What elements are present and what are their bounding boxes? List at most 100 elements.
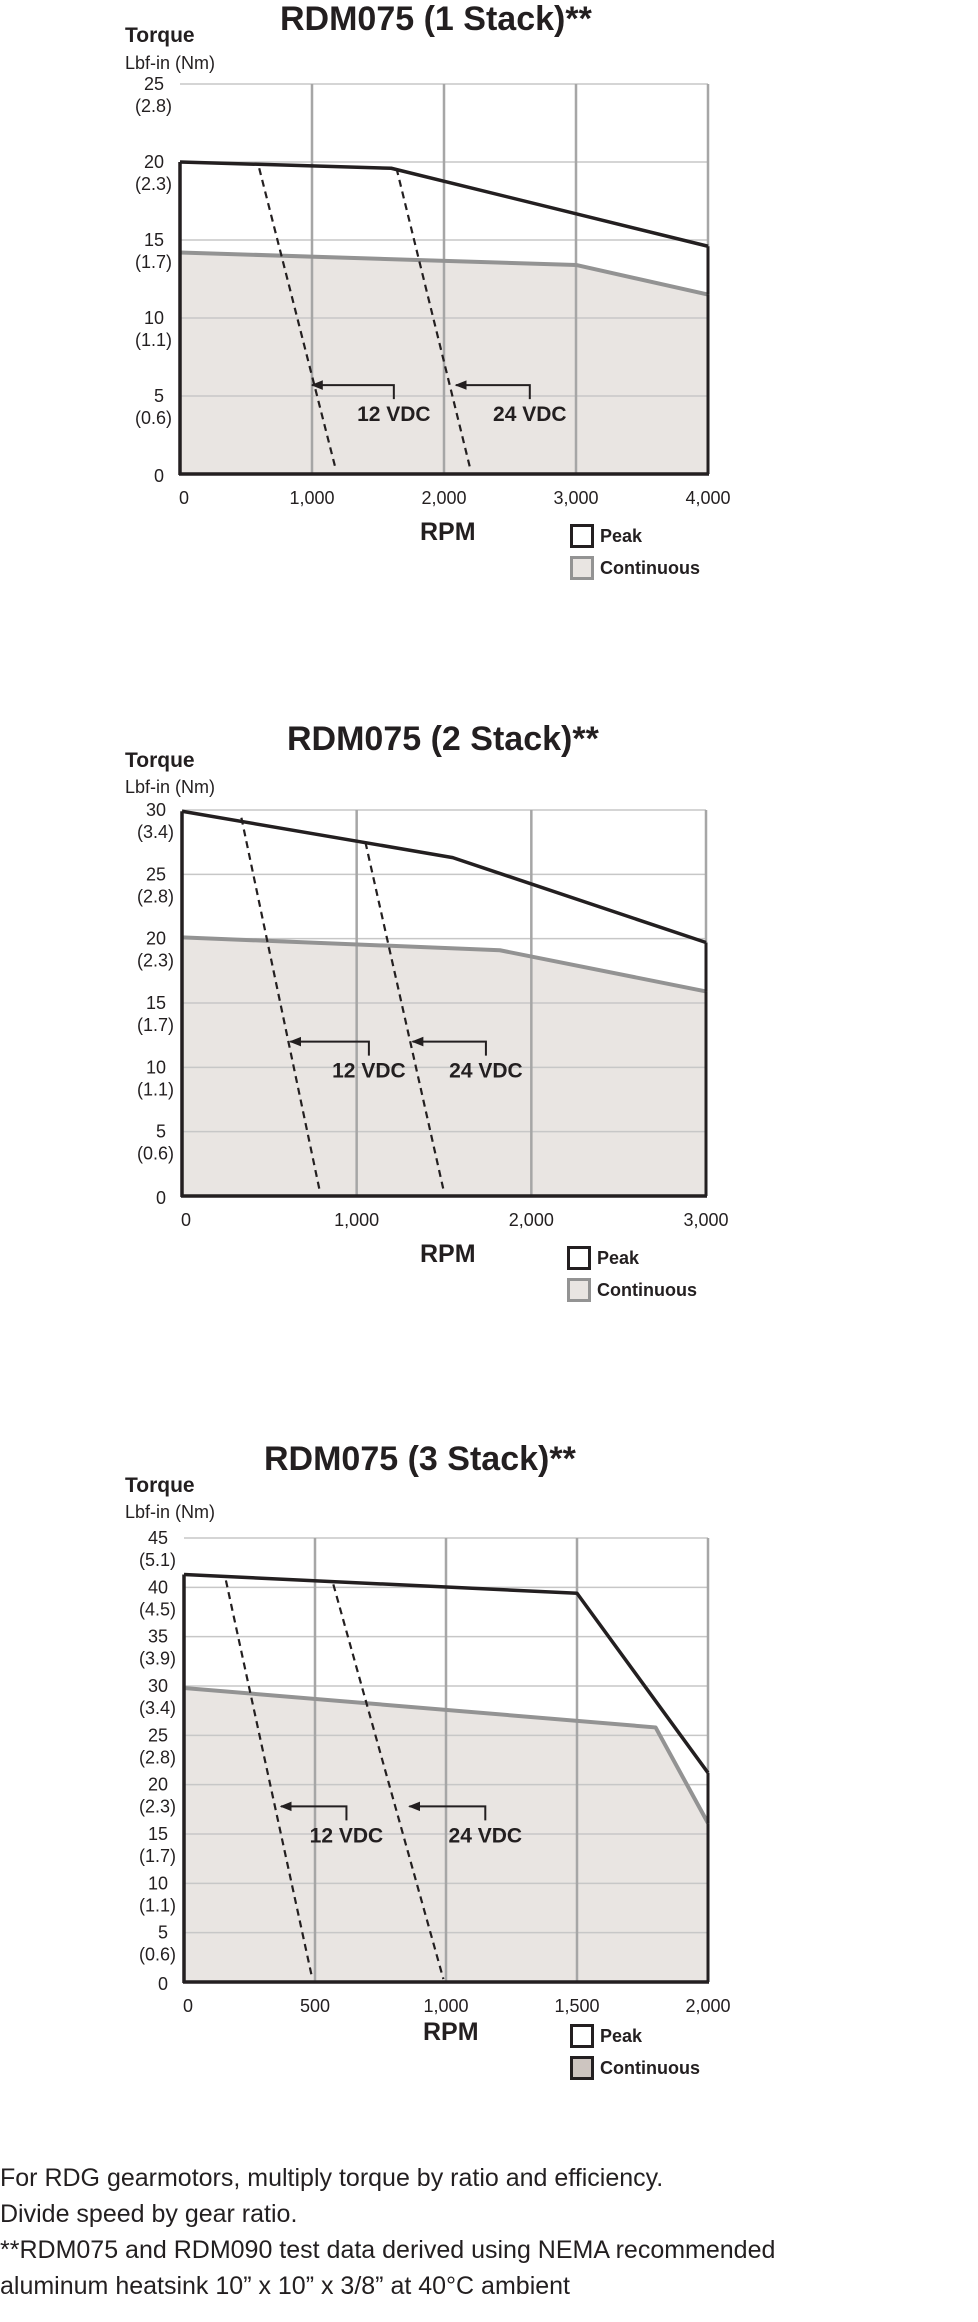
y-tick-sublabel: (2.8) (135, 96, 172, 116)
y-tick-sublabel: (1.7) (139, 1846, 176, 1866)
chart-rdm075-3-stack: RDM075 (3 Stack)** Torque Lbf-in (Nm) 12… (0, 1440, 978, 2090)
chart-plot: 12 VDC 24 VDC 0 5(0.6) 10(1.1) 15(1.7) 20(2.3)… (139, 1528, 731, 2016)
x-tick-label: 3,000 (683, 1210, 728, 1230)
legend-peak: Peak (570, 524, 642, 548)
y-tick-label: 15 (148, 1824, 168, 1844)
y-tick-label: 15 (146, 993, 166, 1013)
x-tick-label: 500 (300, 1996, 330, 2016)
voltage-dashed-line (332, 1584, 445, 1980)
y-tick-label: 0 (154, 466, 164, 486)
y-tick-label: 0 (158, 1974, 168, 1994)
legend-peak: Peak (567, 1246, 639, 1270)
y-tick-label: 10 (146, 1057, 166, 1077)
footnotes: For RDG gearmotors, multiply torque by r… (0, 2160, 775, 2304)
x-tick-label: 1,500 (554, 1996, 599, 2016)
voltage-label: 12 VDC (310, 1824, 384, 1847)
y-tick-label: 30 (146, 800, 166, 820)
legend-peak-swatch (567, 1246, 591, 1270)
y-tick-sublabel: (0.6) (137, 1144, 174, 1164)
y-tick-label: 20 (148, 1775, 168, 1795)
legend-continuous: Continuous (570, 556, 700, 580)
y-tick-sublabel: (3.4) (139, 1698, 176, 1718)
y-tick-label: 5 (158, 1923, 168, 1943)
legend-continuous-label: Continuous (597, 1279, 697, 1300)
x-tick-label: 0 (181, 1210, 191, 1230)
voltage-dashed-line (258, 167, 337, 470)
x-tick-label: 0 (179, 488, 189, 508)
voltage-arrow (289, 1036, 370, 1056)
x-tick-label: 1,000 (423, 1996, 468, 2016)
y-tick-label: 15 (144, 230, 164, 250)
chart-title: RDM075 (3 Stack)** (264, 1440, 576, 1478)
y-tick-label: 25 (144, 74, 164, 94)
x-tick-label: 1,000 (289, 488, 334, 508)
y-tick-sublabel: (3.4) (137, 822, 174, 842)
voltage-label: 24 VDC (493, 403, 567, 426)
y-tick-sublabel: (1.1) (139, 1895, 176, 1915)
legend-peak-swatch (570, 2024, 594, 2048)
x-tick-label: 1,000 (334, 1210, 379, 1230)
y-tick-label: 20 (146, 929, 166, 949)
y-tick-sublabel: (1.7) (137, 1015, 174, 1035)
voltage-arrow (411, 1036, 487, 1056)
voltage-label: 12 VDC (357, 403, 431, 426)
y-tick-sublabel: (2.3) (137, 951, 174, 971)
y-tick-sublabel: (2.3) (139, 1797, 176, 1817)
voltage-label: 12 VDC (332, 1060, 406, 1083)
y-axis-label: Torque (125, 1474, 195, 1497)
y-tick-sublabel: (1.1) (135, 330, 172, 350)
x-tick-label: 3,000 (553, 488, 598, 508)
footnote-line: **RDM075 and RDM090 test data derived us… (0, 2236, 776, 2264)
chart-plot: 12 VDC 24 VDC 0 5(0.6) 10(1.1) 15(1.7) 20(2.3)… (135, 74, 731, 508)
x-axis-label: RPM (420, 518, 476, 546)
y-tick-sublabel: (5.1) (139, 1550, 176, 1570)
x-tick-label: 0 (183, 1996, 193, 2016)
voltage-label: 24 VDC (449, 1060, 523, 1083)
y-tick-label: 35 (148, 1627, 168, 1647)
x-tick-label: 2,000 (421, 488, 466, 508)
continuous-line (181, 935, 707, 994)
chart-title: RDM075 (1 Stack)** (280, 0, 592, 38)
y-tick-sublabel: (2.3) (135, 174, 172, 194)
voltage-dashed-line (395, 167, 472, 470)
voltage-arrow (310, 380, 395, 400)
y-tick-label: 25 (148, 1725, 168, 1745)
voltage-dashed-line (224, 1580, 314, 1980)
y-axis-label: Torque (125, 24, 195, 47)
voltage-arrow (279, 1801, 348, 1821)
y-tick-sublabel: (1.7) (135, 252, 172, 272)
y-tick-sublabel: (2.8) (139, 1747, 176, 1767)
x-tick-label: 2,000 (685, 1996, 730, 2016)
chart-rdm075-1-stack: RDM075 (1 Stack)** Torque Lbf-in (Nm) 12… (0, 0, 978, 640)
legend-continuous: Continuous (567, 1278, 697, 1302)
legend-continuous-swatch (570, 2056, 594, 2080)
legend-peak-label: Peak (600, 525, 643, 546)
x-tick-label: 4,000 (685, 488, 730, 508)
x-axis-label: RPM (423, 2018, 479, 2046)
footnote-line: aluminum heatsink 10” x 10” x 3/8” at 40… (0, 2272, 570, 2300)
legend-peak-swatch (570, 524, 594, 548)
footnote-line: Divide speed by gear ratio. (0, 2200, 298, 2228)
peak-line (181, 809, 707, 945)
y-tick-label: 0 (156, 1188, 166, 1208)
legend-continuous-swatch (570, 556, 594, 580)
y-tick-sublabel: (1.1) (137, 1079, 174, 1099)
y-tick-label: 10 (148, 1873, 168, 1893)
voltage-dashed-line (240, 817, 322, 1193)
continuous-line (179, 250, 709, 297)
legend-continuous: Continuous (570, 2056, 700, 2080)
y-tick-label: 5 (154, 386, 164, 406)
chart-title: RDM075 (2 Stack)** (287, 720, 599, 758)
y-tick-label: 30 (148, 1676, 168, 1696)
chart-rdm075-2-stack: RDM075 (2 Stack)** Torque Lbf-in (Nm) 12… (0, 720, 978, 1360)
legend-peak-label: Peak (597, 1247, 640, 1268)
x-tick-label: 2,000 (509, 1210, 554, 1230)
y-tick-label: 20 (144, 152, 164, 172)
chart-plot: 12 VDC 24 VDC 0 5(0.6) 10(1.1) 15(1.7) 20(2.3)… (137, 800, 729, 1230)
x-axis-label: RPM (420, 1240, 476, 1268)
y-tick-label: 45 (148, 1528, 168, 1548)
voltage-arrow (408, 1801, 487, 1821)
voltage-label: 24 VDC (449, 1824, 523, 1847)
y-tick-label: 5 (156, 1122, 166, 1142)
y-axis-unit: Lbf-in (Nm) (125, 1502, 216, 1522)
